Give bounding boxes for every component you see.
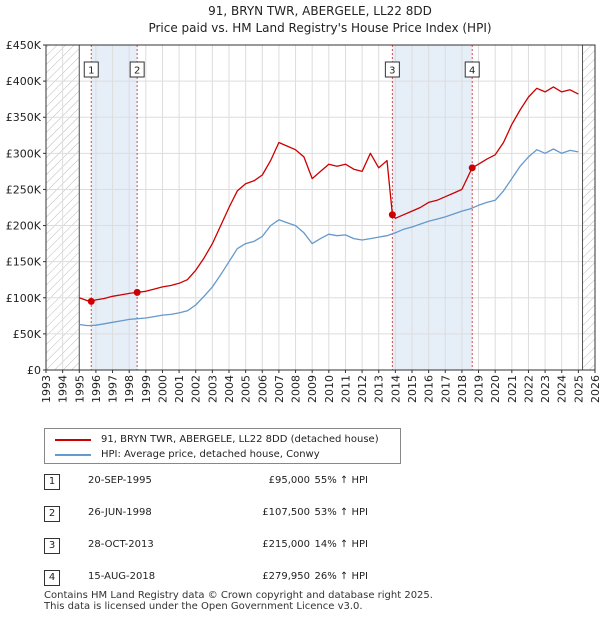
transaction-number: 1 [44, 474, 60, 490]
x-tick-label: 2025 [572, 375, 585, 403]
transaction-point [87, 297, 95, 305]
x-tick-label: 1996 [90, 375, 103, 403]
x-tick-label: 2013 [373, 375, 386, 403]
x-tick-label: 1999 [140, 375, 153, 403]
chart-subtitle: Price paid vs. HM Land Registry's House … [148, 21, 491, 35]
transaction-price: £215,000 [262, 539, 310, 550]
transaction-label-box [129, 61, 145, 78]
x-tick-label: 2012 [356, 375, 369, 403]
x-tick-label: 1997 [107, 375, 120, 403]
transaction-price: £95,000 [268, 475, 310, 486]
y-tick-label: £50K [13, 328, 42, 341]
transaction-hpi-change: 53% ↑ HPI [314, 507, 368, 518]
transaction-number: 2 [44, 506, 60, 522]
x-tick-label: 2002 [190, 375, 203, 403]
transaction-price: £107,500 [262, 507, 310, 518]
x-tick-label: 2018 [456, 375, 469, 403]
transaction-point [133, 288, 141, 296]
plot-frame [45, 44, 596, 371]
transaction-date: 28-OCT-2013 [88, 539, 154, 550]
transaction-label: 2 [134, 66, 140, 77]
transaction-hpi-change: 26% ↑ HPI [314, 571, 368, 582]
legend-label-property: 91, BRYN TWR, ABERGELE, LL22 8DD (detach… [101, 434, 379, 445]
transaction-date: 15-AUG-2018 [88, 571, 156, 582]
x-tick-label: 2016 [423, 375, 436, 403]
property-price-line [79, 86, 579, 303]
transaction-label-box [464, 61, 480, 78]
x-tick-label: 2023 [539, 375, 552, 403]
transaction-hpi-change: 55% ↑ HPI [314, 475, 368, 486]
y-tick-label: £450K [6, 39, 42, 52]
transaction-date: 20-SEP-1995 [88, 475, 152, 486]
y-tick-label: £300K [6, 147, 42, 160]
x-tick-label: 2004 [223, 375, 236, 403]
legend-line-hpi [55, 454, 91, 456]
footer-attribution: Contains HM Land Registry data © Crown c… [44, 590, 433, 612]
y-tick-label: £200K [6, 220, 42, 233]
footer-licence: This data is licensed under the Open Gov… [44, 601, 363, 612]
y-tick-label: £400K [6, 75, 42, 88]
x-tick-label: 2015 [406, 375, 419, 403]
transaction-price: £279,950 [262, 571, 310, 582]
x-tick-label: 2026 [589, 375, 600, 403]
x-tick-label: 2010 [323, 375, 336, 403]
x-tick-label: 2008 [290, 375, 303, 403]
x-tick-label: 2009 [306, 375, 319, 403]
footer-copyright: Contains HM Land Registry data © Crown c… [44, 590, 433, 601]
transaction-point [468, 164, 476, 172]
hpi-line [79, 148, 579, 327]
y-tick-label: £350K [6, 111, 42, 124]
transaction-hpi-change: 14% ↑ HPI [314, 539, 368, 550]
plot-background [46, 45, 595, 370]
x-tick-label: 2022 [522, 375, 535, 403]
x-tick-label: 2003 [206, 375, 219, 403]
shaded-region [392, 45, 473, 370]
y-tick-label: £100K [6, 292, 42, 305]
transaction-label: 4 [469, 66, 475, 77]
transaction-point [388, 211, 396, 219]
transaction-label-box [83, 61, 99, 78]
y-tick-label: £0 [27, 364, 41, 377]
shaded-region [91, 45, 138, 370]
y-tick-label: £250K [6, 183, 42, 196]
x-tick-label: 1993 [40, 375, 53, 403]
x-tick-label: 2020 [489, 375, 502, 403]
y-tick-label: £150K [6, 256, 42, 269]
hatch-region [582, 45, 595, 370]
x-tick-label: 2007 [273, 375, 286, 403]
x-tick-label: 1998 [123, 375, 136, 403]
x-tick-label: 1995 [73, 375, 86, 403]
transaction-label: 1 [88, 66, 94, 77]
x-tick-label: 2024 [556, 375, 569, 403]
x-tick-label: 2021 [506, 375, 519, 403]
x-tick-label: 2000 [156, 375, 169, 403]
x-tick-label: 1994 [57, 375, 70, 403]
transaction-date: 26-JUN-1998 [88, 507, 152, 518]
x-tick-label: 2001 [173, 375, 186, 403]
x-tick-label: 2019 [473, 375, 486, 403]
transaction-number: 4 [44, 570, 60, 586]
legend-label-hpi: HPI: Average price, detached house, Conw… [101, 449, 320, 460]
legend-line-property [55, 439, 91, 441]
x-tick-label: 2005 [240, 375, 253, 403]
transaction-number: 3 [44, 538, 60, 554]
transaction-label: 3 [389, 66, 395, 77]
chart-legend: 91, BRYN TWR, ABERGELE, LL22 8DD (detach… [44, 428, 401, 464]
x-tick-label: 2014 [389, 375, 402, 403]
x-tick-label: 2017 [439, 375, 452, 403]
x-tick-label: 2011 [339, 375, 352, 403]
x-tick-label: 2006 [256, 375, 269, 403]
chart-title: 91, BRYN TWR, ABERGELE, LL22 8DD [208, 4, 432, 18]
price-chart: 91, BRYN TWR, ABERGELE, LL22 8DD Price p… [6, 4, 600, 403]
transaction-label-box [384, 61, 400, 78]
